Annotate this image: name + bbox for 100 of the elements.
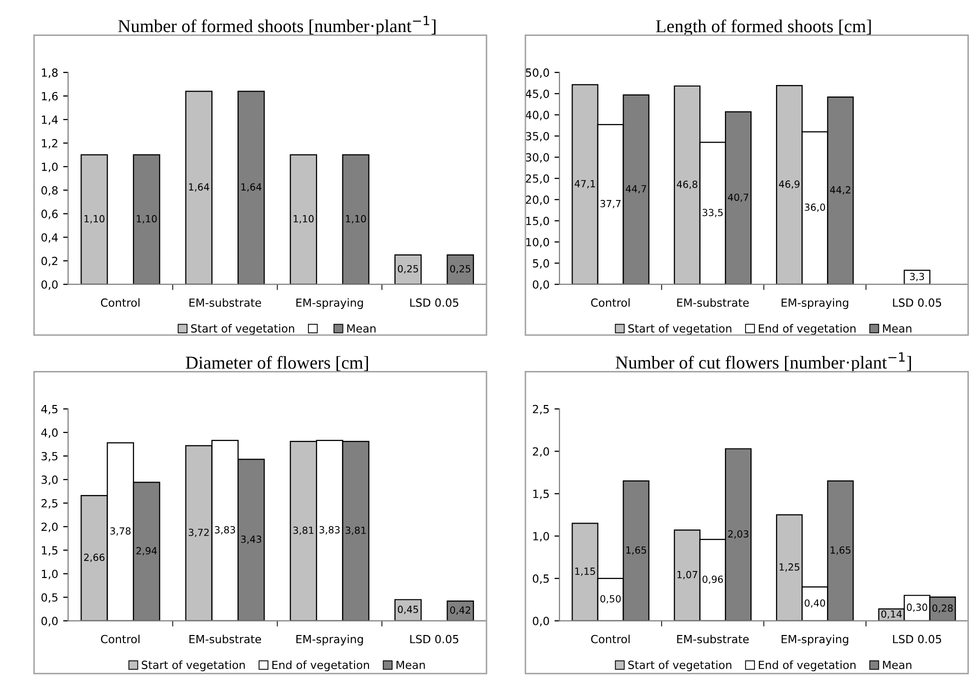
data-label: 33,5 <box>702 208 723 218</box>
data-label: 3,72 <box>188 528 209 538</box>
y-tick-label: 2,0 <box>42 522 58 532</box>
data-label: 0,96 <box>702 576 723 584</box>
y-tick-label: 15,0 <box>526 216 550 226</box>
data-label: 1,64 <box>241 183 262 192</box>
chart-title: Number of cut flowers [number·plant$^{−1}$] <box>616 352 911 372</box>
y-tick-label: 1,5 <box>533 490 549 500</box>
x-tick-label: LSD 0.05 <box>893 298 942 307</box>
y-tick-label: 0,0 <box>532 616 550 626</box>
data-label: 3,43 <box>241 536 262 544</box>
data-label: 0,45 <box>398 606 418 614</box>
x-tick-label: LSD 0.05 <box>410 298 458 307</box>
data-label: 3,78 <box>110 527 131 536</box>
data-label: 2,03 <box>728 530 748 539</box>
data-label: 3,83 <box>320 526 340 534</box>
bar <box>290 154 318 284</box>
legend-label: Start of vegetation <box>142 660 245 672</box>
data-label: 1,10 <box>346 215 366 224</box>
data-label: 1,10 <box>136 215 157 224</box>
data-label: 47,1 <box>574 180 595 188</box>
data-label: 46,8 <box>676 180 698 189</box>
y-tick-label: 30,0 <box>526 153 550 163</box>
x-tick-label: EM-substrate <box>677 634 749 644</box>
data-label: 3,81 <box>293 526 314 535</box>
data-label: 1,15 <box>575 568 595 576</box>
legend-label: End of vegetation <box>758 660 856 672</box>
legend-label: Mean <box>883 324 912 333</box>
y-tick-label: 0,6 <box>41 210 58 220</box>
y-tick-label: 25,0 <box>526 174 550 184</box>
x-tick-label: EM-substrate <box>189 298 262 307</box>
bar <box>394 254 422 284</box>
y-tick-label: 20,0 <box>526 196 550 206</box>
y-tick-label: 0,0 <box>41 280 58 290</box>
bar <box>904 270 930 284</box>
legend-label: End of vegetation <box>758 324 856 335</box>
data-label: 0,50 <box>600 595 621 604</box>
legend-label: Start of vegetation <box>191 324 294 335</box>
y-tick-label: 1,4 <box>42 116 58 126</box>
y-tick-label: 2,5 <box>42 499 58 509</box>
data-label: 36,0 <box>804 204 826 212</box>
data-label: 3,83 <box>214 526 236 534</box>
y-tick-label: 0,2 <box>41 256 58 266</box>
y-tick-label: 1,0 <box>42 570 58 580</box>
x-tick-label: EM-spraying <box>296 298 363 309</box>
bar <box>394 599 422 621</box>
data-label: 0,14 <box>881 610 902 619</box>
data-label: 1,07 <box>677 570 698 580</box>
legend-label: Start of vegetation <box>628 660 732 672</box>
y-tick-label: 3,0 <box>42 476 58 486</box>
y-tick-label: 10,0 <box>526 238 550 248</box>
data-label: 3,81 <box>346 526 366 535</box>
x-tick-label: EM-substrate <box>189 634 262 644</box>
data-label: 1,64 <box>189 183 210 192</box>
data-label: 0,40 <box>804 599 826 608</box>
data-label: 1,10 <box>84 215 104 224</box>
y-tick-label: 0,5 <box>41 593 58 603</box>
data-label: 0,28 <box>932 604 953 613</box>
data-label: 1,25 <box>780 563 800 572</box>
bar <box>185 90 212 284</box>
y-tick-label: 5,0 <box>532 259 550 269</box>
y-tick-label: 1,2 <box>42 139 58 149</box>
legend-label: Mean <box>347 324 376 333</box>
bar <box>80 154 108 284</box>
x-tick-label: Control <box>591 634 630 644</box>
data-label: 46,9 <box>779 180 800 189</box>
data-label: 0,42 <box>450 606 470 615</box>
data-label: 0,30 <box>906 604 928 612</box>
data-label: 1,65 <box>830 546 850 555</box>
x-tick-label: EM-spraying <box>296 634 363 646</box>
y-tick-label: 40,0 <box>526 110 550 120</box>
legend-label: Start of vegetation <box>628 324 732 335</box>
x-tick-label: Control <box>591 298 630 307</box>
data-label: 1,65 <box>626 546 646 555</box>
data-label: 3,3 <box>910 272 924 282</box>
y-tick-label: 4,5 <box>41 405 58 414</box>
y-tick-label: 4,0 <box>41 428 58 438</box>
data-label: 2,94 <box>136 547 157 556</box>
y-tick-label: 2,0 <box>532 447 550 457</box>
x-tick-label: LSD 0.05 <box>410 634 458 644</box>
y-tick-label: 45,0 <box>526 90 550 100</box>
y-tick-label: 0,0 <box>41 616 58 626</box>
data-label: 37,7 <box>600 200 621 208</box>
data-label: 2,66 <box>84 554 104 562</box>
x-tick-label: Control <box>100 298 140 307</box>
y-tick-label: 0,4 <box>41 233 58 243</box>
chart-title: Number of formed shoots [number·plant$^{−1}$] <box>118 16 436 36</box>
data-label: 44,7 <box>626 185 646 194</box>
x-tick-label: EM-substrate <box>677 298 749 307</box>
data-label: 40,7 <box>728 194 748 202</box>
y-tick-label: 0,0 <box>532 280 550 290</box>
y-tick-label: 0,8 <box>41 186 58 196</box>
chart-title: Diameter of flowers [cm] <box>186 356 368 372</box>
x-tick-label: EM-spraying <box>782 298 848 309</box>
y-tick-label: 1,6 <box>42 92 58 102</box>
y-tick-label: 50,0 <box>526 68 550 78</box>
y-tick-label: 0,5 <box>532 574 549 584</box>
data-label: 44,2 <box>830 186 850 194</box>
legend-label: Mean <box>883 660 912 670</box>
y-tick-label: 1,8 <box>42 68 58 78</box>
